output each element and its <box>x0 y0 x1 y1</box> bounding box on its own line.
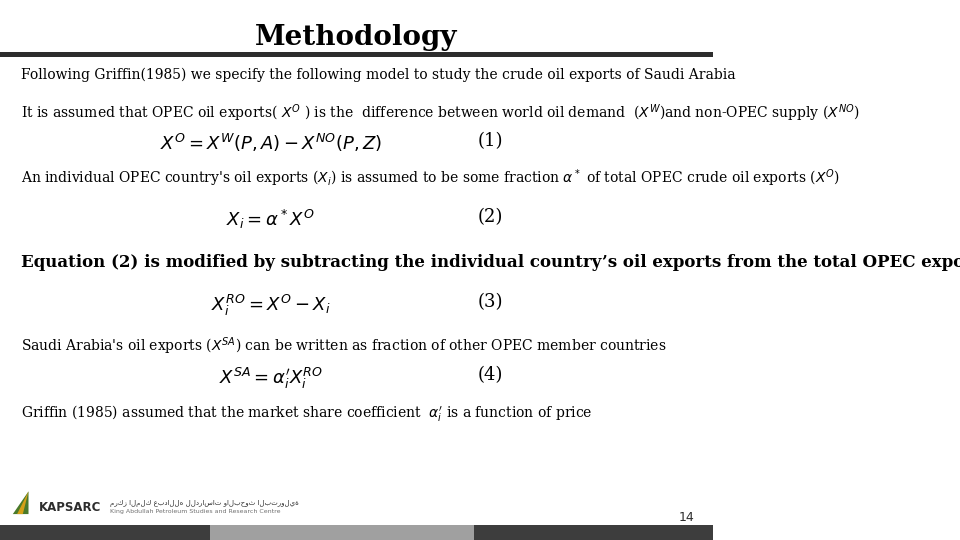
Polygon shape <box>12 491 29 514</box>
Bar <box>474 525 712 540</box>
Text: Saudi Arabia's oil exports ($X^{SA}$) can be written as fraction of other OPEC m: Saudi Arabia's oil exports ($X^{SA}$) ca… <box>21 336 667 357</box>
Text: مركز الملك عبدالله للدراسات والبحوث البترولية: مركز الملك عبدالله للدراسات والبحوث البت… <box>110 501 300 507</box>
Bar <box>210 525 474 540</box>
Polygon shape <box>17 491 29 514</box>
Text: $X_i^{RO}=  X^O - X_i$: $X_i^{RO}= X^O - X_i$ <box>211 293 330 318</box>
Text: Equation (2) is modified by subtracting the individual country’s oil exports fro: Equation (2) is modified by subtracting … <box>21 254 960 271</box>
Bar <box>0 525 210 540</box>
Text: (1): (1) <box>477 132 503 150</box>
Text: $X_i = \alpha^* X^O$: $X_i = \alpha^* X^O$ <box>227 208 315 231</box>
Text: (2): (2) <box>477 208 503 226</box>
Text: $X^O = X^W(P,A) - X^{NO}(P,Z)$: $X^O = X^W(P,A) - X^{NO}(P,Z)$ <box>159 132 382 154</box>
Text: $X^{SA} = \alpha_i^{\prime} X_i^{RO}$: $X^{SA} = \alpha_i^{\prime} X_i^{RO}$ <box>219 366 323 391</box>
Bar <box>0 52 712 57</box>
Text: Methodology: Methodology <box>255 24 458 51</box>
Text: KAPSARC: KAPSARC <box>39 501 102 514</box>
Text: King Abdullah Petroleum Studies and Research Centre: King Abdullah Petroleum Studies and Rese… <box>110 509 281 515</box>
Text: An individual OPEC country's oil exports ($X_i$) is assumed to be some fraction : An individual OPEC country's oil exports… <box>21 167 840 189</box>
Text: (4): (4) <box>477 366 503 383</box>
Text: (3): (3) <box>477 293 503 310</box>
Text: 14: 14 <box>679 511 695 524</box>
Text: Griffin (1985) assumed that the market share coefficient  $\alpha_i^{\prime}$ is: Griffin (1985) assumed that the market s… <box>21 403 593 423</box>
Text: It is assumed that OPEC oil exports( $X^O$ ) is the  difference between world oi: It is assumed that OPEC oil exports( $X^… <box>21 103 860 124</box>
Text: Following Griffin(1985) we specify the following model to study the crude oil ex: Following Griffin(1985) we specify the f… <box>21 68 736 82</box>
